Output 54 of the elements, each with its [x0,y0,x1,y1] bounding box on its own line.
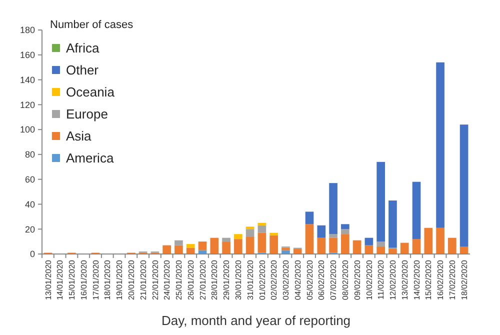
x-tick-label: 16/02/2020 [436,259,446,300]
y-tick-label: 140 [20,74,35,85]
legend-label: Asia [66,128,92,144]
y-tick-label: 100 [20,124,35,135]
x-tick-label: 28/01/2020 [210,259,220,300]
x-tick-label: 02/02/2020 [270,259,279,300]
x-tick-label: 01/02/2020 [258,259,267,300]
x-tick-label: 20/01/2020 [126,259,136,300]
legend-label: America [66,150,114,166]
y-tick-label: 80 [24,150,35,160]
x-tick-label: 18/01/2020 [103,259,112,300]
x-tick-label: 12/02/2020 [388,259,398,300]
x-tick-label: 19/01/2020 [115,259,124,300]
x-tick-label: 15/02/2020 [424,259,434,300]
x-tick-label: 21/01/2020 [138,259,148,300]
x-tick-label: 17/01/2020 [91,259,100,300]
x-tick-label: 11/02/2020 [376,259,386,300]
legend-title: Number of cases [50,19,134,31]
x-tick-label: 31/01/2020 [246,259,255,300]
legend-label: Other [66,62,100,78]
x-tick-label: 18/02/2020 [460,259,469,300]
x-tick-label: 13/02/2020 [400,259,410,300]
x-tick-label: 27/01/2020 [198,259,208,300]
y-tick-label: 160 [20,50,35,60]
x-tick-label: 16/01/2020 [79,259,88,300]
y-tick-label: 60 [24,174,35,184]
x-tick-label: 17/02/2020 [448,259,457,300]
x-tick-label: 03/02/2020 [282,259,291,300]
x-tick-label: 30/01/2020 [234,259,243,300]
y-tick-label: 40 [24,199,35,210]
x-tick-label: 10/02/2020 [364,259,374,300]
legend-label: Africa [66,40,100,56]
x-tick-label: 26/01/2020 [186,259,196,300]
x-tick-label: 29/01/2020 [222,259,232,300]
x-tick-label: 24/01/2020 [162,259,172,300]
x-axis-title: Day, month and year of reporting [161,313,351,328]
x-tick-label: 22/01/2020 [150,259,160,300]
x-tick-label: 09/02/2020 [352,259,362,300]
legend-label: Oceania [66,84,116,100]
y-tick-label: 180 [20,25,35,36]
x-tick-label: 14/02/2020 [412,259,422,300]
x-tick-label: 05/02/2020 [305,259,314,300]
x-tick-label: 08/02/2020 [340,259,350,300]
y-tick-label: 120 [20,100,35,110]
x-tick-label: 25/01/2020 [174,259,184,300]
legend-label: Europe [66,106,108,122]
x-tick-label: 04/02/2020 [293,259,302,300]
x-tick-label: 13/01/2020 [44,259,53,300]
x-tick-label: 07/02/2020 [329,259,338,300]
x-tick-label: 14/01/2020 [56,259,65,300]
x-tick-label: 15/01/2020 [68,259,77,300]
x-tick-label: 06/02/2020 [317,259,326,300]
y-tick-label: 20 [24,224,35,234]
y-tick-label: 0 [30,249,35,260]
